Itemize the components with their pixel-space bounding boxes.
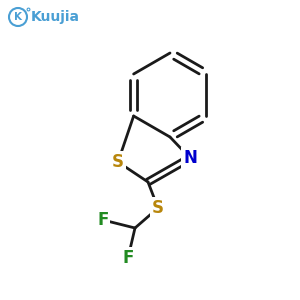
Text: K: K bbox=[14, 12, 22, 22]
Text: Kuujia: Kuujia bbox=[31, 10, 80, 24]
Text: F: F bbox=[122, 249, 134, 267]
Text: S: S bbox=[152, 199, 164, 217]
Text: F: F bbox=[97, 211, 109, 229]
Text: N: N bbox=[183, 149, 197, 167]
Text: S: S bbox=[112, 153, 124, 171]
